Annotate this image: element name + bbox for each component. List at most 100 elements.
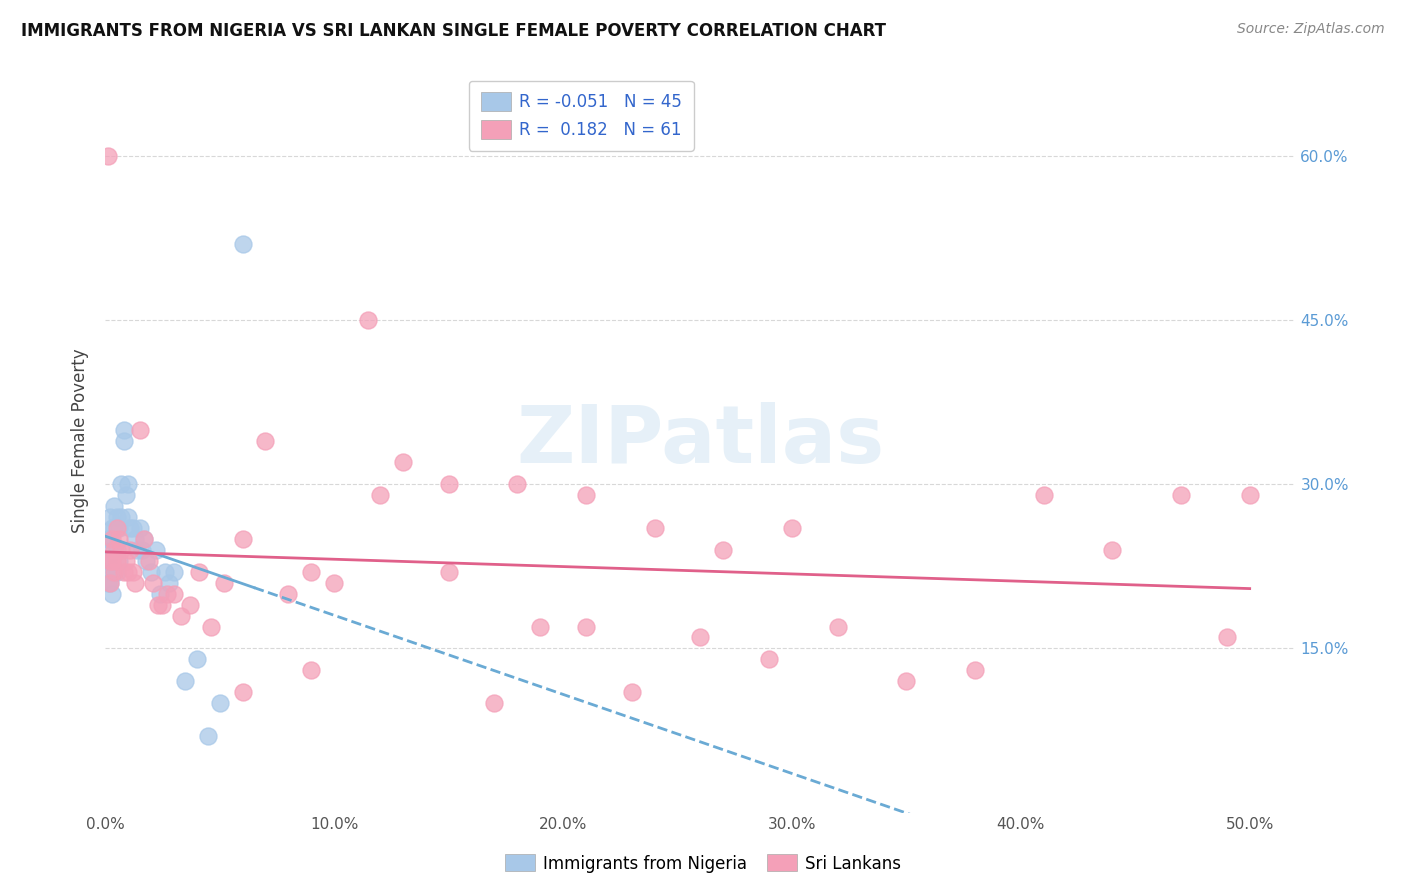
Point bbox=[197, 729, 219, 743]
Point bbox=[105, 543, 128, 558]
Point bbox=[101, 543, 124, 558]
Point bbox=[105, 510, 128, 524]
Point bbox=[96, 149, 118, 163]
Point bbox=[437, 565, 460, 579]
Point bbox=[98, 554, 121, 568]
Point bbox=[139, 565, 162, 579]
Point bbox=[98, 575, 121, 590]
Point bbox=[101, 554, 124, 568]
Point bbox=[529, 619, 551, 633]
Point bbox=[112, 565, 135, 579]
Point bbox=[105, 521, 128, 535]
Point bbox=[98, 554, 121, 568]
Point bbox=[131, 543, 153, 558]
Text: ZIPatlas: ZIPatlas bbox=[516, 401, 884, 480]
Point bbox=[157, 575, 180, 590]
Point bbox=[96, 575, 118, 590]
Point bbox=[212, 575, 235, 590]
Point bbox=[110, 477, 132, 491]
Point bbox=[153, 565, 176, 579]
Point bbox=[299, 565, 322, 579]
Point bbox=[110, 543, 132, 558]
Point bbox=[1216, 631, 1239, 645]
Point bbox=[121, 521, 143, 535]
Point bbox=[112, 434, 135, 448]
Point bbox=[135, 554, 157, 568]
Point bbox=[299, 663, 322, 677]
Point bbox=[896, 674, 918, 689]
Point bbox=[152, 598, 174, 612]
Point bbox=[186, 652, 208, 666]
Point bbox=[108, 521, 131, 535]
Point bbox=[124, 532, 146, 546]
Point bbox=[101, 532, 124, 546]
Point bbox=[208, 696, 231, 710]
Point bbox=[644, 521, 666, 535]
Point bbox=[112, 423, 135, 437]
Point bbox=[98, 575, 121, 590]
Point bbox=[575, 488, 598, 502]
Point bbox=[711, 543, 734, 558]
Y-axis label: Single Female Poverty: Single Female Poverty bbox=[72, 348, 89, 533]
Point bbox=[127, 543, 149, 558]
Point bbox=[323, 575, 346, 590]
Legend: R = -0.051   N = 45, R =  0.182   N = 61: R = -0.051 N = 45, R = 0.182 N = 61 bbox=[470, 80, 693, 151]
Point bbox=[170, 608, 193, 623]
Point bbox=[232, 532, 254, 546]
Text: Source: ZipAtlas.com: Source: ZipAtlas.com bbox=[1237, 22, 1385, 37]
Point bbox=[179, 598, 201, 612]
Text: IMMIGRANTS FROM NIGERIA VS SRI LANKAN SINGLE FEMALE POVERTY CORRELATION CHART: IMMIGRANTS FROM NIGERIA VS SRI LANKAN SI… bbox=[21, 22, 886, 40]
Point bbox=[368, 488, 391, 502]
Point bbox=[105, 565, 128, 579]
Point bbox=[357, 313, 380, 327]
Point bbox=[103, 543, 125, 558]
Point bbox=[138, 554, 160, 568]
Point bbox=[117, 565, 139, 579]
Point bbox=[98, 510, 121, 524]
Point bbox=[1101, 543, 1123, 558]
Point bbox=[105, 554, 128, 568]
Legend: Immigrants from Nigeria, Sri Lankans: Immigrants from Nigeria, Sri Lankans bbox=[498, 847, 908, 880]
Point bbox=[1170, 488, 1192, 502]
Point bbox=[98, 532, 121, 546]
Point bbox=[134, 532, 156, 546]
Point bbox=[156, 587, 179, 601]
Point bbox=[124, 575, 146, 590]
Point bbox=[277, 587, 299, 601]
Point bbox=[110, 510, 132, 524]
Point bbox=[101, 587, 124, 601]
Point bbox=[101, 521, 124, 535]
Point bbox=[108, 554, 131, 568]
Point bbox=[963, 663, 986, 677]
Point bbox=[103, 499, 125, 513]
Point bbox=[780, 521, 803, 535]
Point bbox=[620, 685, 643, 699]
Point bbox=[391, 455, 413, 469]
Point bbox=[117, 477, 139, 491]
Point bbox=[120, 543, 142, 558]
Point bbox=[103, 565, 125, 579]
Point bbox=[232, 236, 254, 251]
Point bbox=[117, 510, 139, 524]
Point bbox=[101, 565, 124, 579]
Point bbox=[174, 674, 197, 689]
Point bbox=[1239, 488, 1261, 502]
Point bbox=[254, 434, 277, 448]
Point bbox=[484, 696, 506, 710]
Point bbox=[232, 685, 254, 699]
Point bbox=[114, 554, 136, 568]
Point bbox=[188, 565, 211, 579]
Point bbox=[114, 488, 136, 502]
Point bbox=[120, 521, 142, 535]
Point bbox=[1032, 488, 1054, 502]
Point bbox=[103, 521, 125, 535]
Point bbox=[103, 565, 125, 579]
Point bbox=[146, 598, 169, 612]
Point bbox=[128, 521, 150, 535]
Point bbox=[128, 423, 150, 437]
Point bbox=[121, 565, 143, 579]
Point bbox=[134, 532, 156, 546]
Point bbox=[149, 587, 172, 601]
Point bbox=[575, 619, 598, 633]
Point bbox=[96, 532, 118, 546]
